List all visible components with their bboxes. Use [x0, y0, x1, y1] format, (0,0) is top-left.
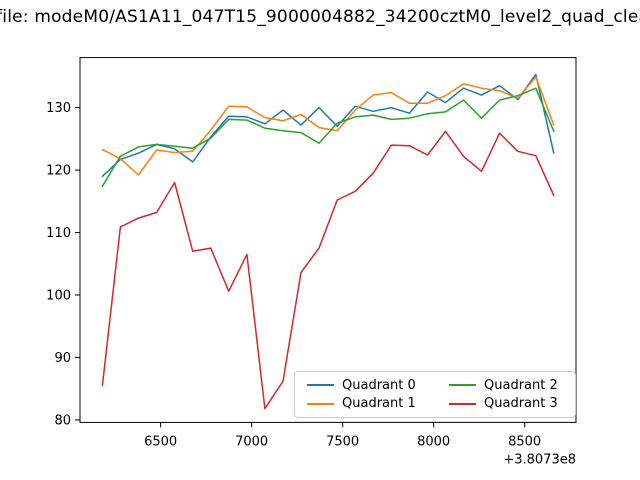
plot-border — [79, 57, 577, 423]
quadrant-2-line — [101, 87, 555, 188]
y-tick-label: 130 — [46, 101, 71, 116]
legend-item-quadrant-0: Quadrant 0 — [307, 378, 423, 393]
x-tick-label: 7000 — [235, 434, 268, 449]
legend: Quadrant 0 Quadrant 1 Quadrant 2 Quadran… — [294, 371, 576, 418]
legend-item-quadrant-2: Quadrant 2 — [449, 378, 565, 393]
x-tick-label: 6500 — [144, 434, 177, 449]
y-tick-label: 110 — [46, 226, 71, 241]
y-tick-label: 90 — [54, 351, 71, 366]
quadrant-1-line — [101, 76, 555, 176]
legend-line-swatch-quadrant-0 — [307, 384, 334, 387]
legend-label-quadrant-0: Quadrant 0 — [342, 377, 416, 393]
legend-label-quadrant-1: Quadrant 1 — [342, 396, 416, 412]
y-tick-label: 80 — [54, 413, 71, 428]
figure-title: a file: modeM0/AS1A11_047T15_9000004882_… — [0, 7, 640, 27]
x-tick-label: 8500 — [508, 434, 541, 449]
x-axis-offset-label: +3.8073e8 — [503, 452, 576, 467]
y-tick-label: 100 — [46, 288, 71, 303]
x-tick-label: 7500 — [326, 434, 359, 449]
x-tick-label: 8000 — [417, 434, 450, 449]
legend-line-swatch-quadrant-1 — [307, 402, 334, 405]
legend-line-swatch-quadrant-3 — [449, 402, 476, 405]
legend-item-quadrant-1: Quadrant 1 — [307, 396, 423, 411]
legend-item-quadrant-3: Quadrant 3 — [449, 396, 565, 411]
quadrant-0-line — [101, 73, 555, 178]
legend-label-quadrant-3: Quadrant 3 — [484, 396, 558, 412]
quadrant-3-line — [101, 130, 555, 410]
legend-line-swatch-quadrant-2 — [449, 384, 476, 387]
y-tick-label: 120 — [46, 164, 71, 179]
legend-label-quadrant-2: Quadrant 2 — [484, 377, 558, 393]
